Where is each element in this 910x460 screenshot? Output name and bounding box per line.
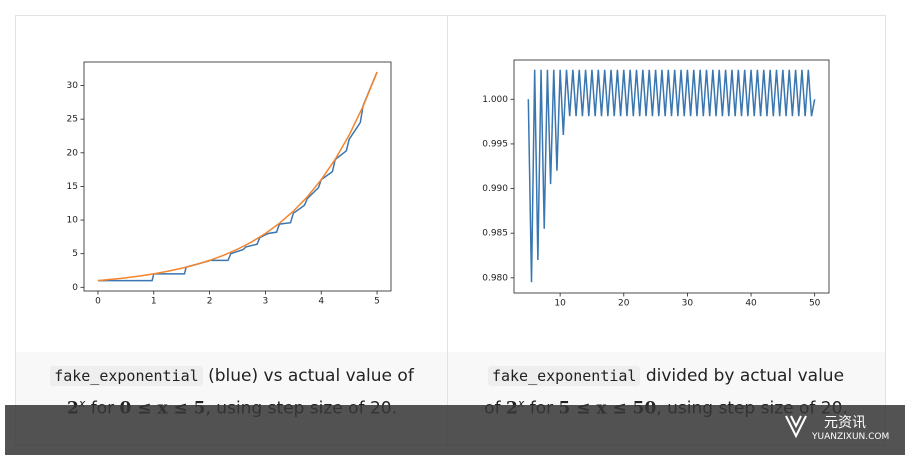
text: (blue) vs actual value of bbox=[202, 366, 414, 386]
x-tick-label: 20 bbox=[618, 299, 630, 309]
text: divided by actual value bbox=[640, 366, 845, 386]
x-tick-label: 3 bbox=[263, 297, 269, 307]
y-tick-label: 10 bbox=[67, 216, 79, 226]
x-tick-label: 2 bbox=[207, 297, 213, 307]
y-tick-label: 30 bbox=[67, 81, 79, 91]
x-tick-label: 40 bbox=[745, 299, 757, 309]
y-tick-label: 0.980 bbox=[482, 273, 508, 283]
plot-frame bbox=[513, 59, 830, 294]
x-tick-label: 10 bbox=[554, 299, 566, 309]
math: x bbox=[517, 397, 525, 410]
y-tick-label: 0.985 bbox=[482, 229, 508, 239]
code: fake_exponential bbox=[50, 366, 203, 386]
math: x bbox=[78, 397, 86, 410]
x-tick-label: 5 bbox=[374, 297, 380, 307]
y-tick-label: 25 bbox=[67, 115, 78, 125]
y-tick-label: 0.995 bbox=[482, 139, 508, 149]
x-tick-label: 4 bbox=[318, 297, 324, 307]
y-tick-label: 1.000 bbox=[482, 95, 508, 105]
x-tick-label: 0 bbox=[95, 297, 101, 307]
line bbox=[527, 69, 816, 283]
x-tick-label: 1 bbox=[151, 297, 157, 307]
y-tick-label: 5 bbox=[72, 249, 78, 259]
y-tick-label: 20 bbox=[67, 148, 79, 158]
watermark: 元资讯 bbox=[824, 415, 866, 431]
plot-frame bbox=[83, 61, 392, 292]
y-tick-label: 15 bbox=[67, 182, 78, 192]
watermark-site: YUANZIXUN.COM bbox=[812, 432, 890, 442]
code: fake_exponential bbox=[487, 366, 641, 386]
overlay-bar bbox=[5, 405, 905, 455]
line bbox=[97, 71, 378, 282]
x-tick-label: 50 bbox=[809, 299, 821, 309]
x-tick-label: 30 bbox=[682, 299, 694, 309]
y-tick-label: 0.990 bbox=[482, 184, 508, 194]
y-tick-label: 0 bbox=[72, 283, 78, 293]
